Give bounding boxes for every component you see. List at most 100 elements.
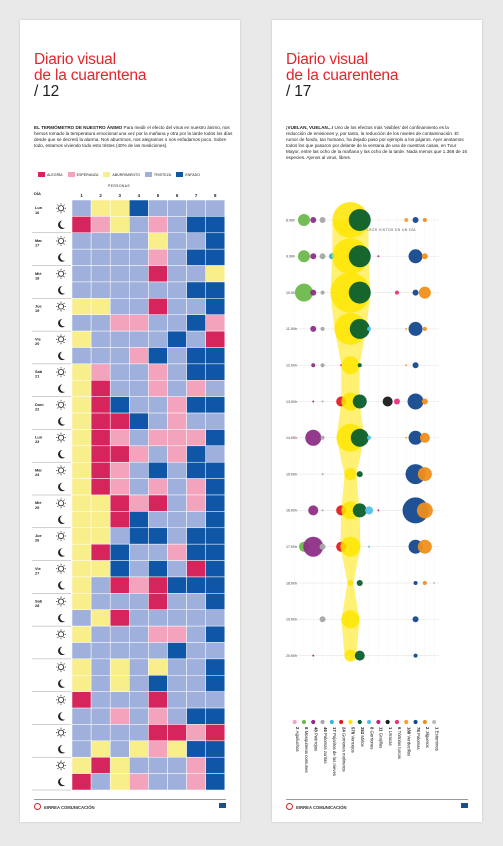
species-label: 24 Gorriones molineros bbox=[341, 727, 346, 772]
bubble-point bbox=[412, 362, 419, 369]
mood-cell bbox=[148, 461, 168, 479]
bubble-point bbox=[294, 283, 313, 302]
title-line-1: Diario visual bbox=[34, 51, 116, 68]
mood-cell bbox=[186, 314, 206, 332]
mood-cell bbox=[167, 494, 187, 512]
mood-cell bbox=[167, 593, 187, 610]
species-label: 48 Petirrojos bbox=[313, 727, 318, 751]
bubble-point bbox=[422, 218, 427, 222]
mood-cell bbox=[71, 347, 92, 365]
mood-cell bbox=[109, 396, 130, 414]
species-legend-dot bbox=[413, 719, 418, 725]
mood-cell bbox=[109, 642, 130, 660]
species-label: 78 Palomas bbox=[416, 727, 421, 750]
bubble-point bbox=[421, 253, 428, 260]
species-name: Verdecillos bbox=[406, 735, 411, 756]
moon-icon bbox=[58, 613, 66, 623]
mood-cell bbox=[205, 642, 226, 660]
moon-icon bbox=[58, 745, 66, 754]
mood-cell bbox=[186, 363, 206, 381]
mood-cell bbox=[148, 724, 168, 742]
mood-cell bbox=[90, 199, 111, 217]
species-total: 11 bbox=[379, 727, 384, 733]
mood-cell bbox=[90, 298, 111, 315]
legend-swatch bbox=[67, 172, 75, 177]
species-total: 8 bbox=[369, 727, 374, 731]
bubble-point bbox=[382, 396, 393, 407]
mood-cell bbox=[148, 691, 168, 709]
mood-cell bbox=[167, 511, 187, 529]
mood-cell bbox=[71, 429, 92, 447]
mood-cell bbox=[205, 527, 226, 545]
species-label: 188 Verdecillos bbox=[406, 727, 411, 756]
mood-cell bbox=[109, 314, 130, 332]
mood-cell bbox=[167, 461, 187, 479]
mood-cell bbox=[129, 363, 149, 381]
bubble-point bbox=[320, 290, 325, 295]
mood-cell bbox=[71, 281, 92, 299]
day-label: Vie 27 bbox=[35, 566, 42, 576]
mood-cell bbox=[129, 232, 149, 250]
species-name: Mirlos bbox=[360, 735, 365, 746]
mood-cell bbox=[148, 429, 168, 447]
mood-cell bbox=[205, 396, 226, 414]
hour-tick-label: 17.00h bbox=[286, 545, 297, 549]
legend-label: ALEGRÍA bbox=[47, 173, 63, 177]
mood-cell bbox=[148, 478, 168, 496]
mood-cell bbox=[109, 756, 130, 774]
mood-cell bbox=[71, 199, 92, 217]
bubble-point bbox=[348, 281, 371, 304]
species-label: 8 Gorriones bbox=[369, 727, 374, 749]
species-name: Palomas bbox=[416, 733, 421, 750]
day-label: Mié 25 bbox=[35, 500, 42, 510]
day-label: Mar 24 bbox=[35, 467, 42, 477]
mood-cell bbox=[129, 478, 149, 496]
moon-icon bbox=[58, 417, 66, 426]
mood-cell bbox=[167, 756, 187, 774]
bubble-point bbox=[320, 363, 325, 368]
mood-cell bbox=[109, 560, 130, 578]
mood-cell bbox=[90, 216, 111, 234]
mood-cell bbox=[167, 576, 187, 594]
mood-cell bbox=[90, 576, 111, 594]
personas-title: PERSONAS bbox=[108, 184, 131, 188]
mood-cell bbox=[205, 756, 226, 774]
hour-tick-label: 10.00h bbox=[286, 291, 297, 295]
mood-cell bbox=[71, 609, 92, 627]
mood-cell bbox=[148, 281, 168, 299]
legend-swatch bbox=[176, 172, 184, 177]
mood-cell bbox=[186, 445, 206, 463]
species-label: 578 Vencejos bbox=[351, 727, 356, 753]
mood-cell bbox=[186, 527, 206, 545]
mood-cell bbox=[71, 412, 92, 430]
mood-cell bbox=[71, 232, 92, 250]
mood-cell bbox=[167, 199, 187, 217]
mood-cell bbox=[90, 265, 111, 283]
bubble-point bbox=[421, 398, 428, 405]
mood-cell bbox=[167, 363, 187, 381]
mood-cell bbox=[167, 380, 187, 397]
brand-logo-icon bbox=[461, 803, 468, 808]
mood-cell bbox=[109, 543, 130, 561]
person-number: 3 bbox=[119, 193, 122, 198]
mood-cell bbox=[90, 494, 111, 512]
mood-cell bbox=[129, 642, 149, 660]
mood-cell bbox=[186, 658, 206, 676]
hour-tick-label: 20.00h bbox=[286, 654, 297, 658]
moon-icon bbox=[58, 351, 66, 361]
sun-icon bbox=[56, 235, 66, 246]
sun-icon bbox=[56, 629, 66, 640]
mood-cell bbox=[109, 298, 130, 315]
mood-cell bbox=[205, 412, 226, 430]
mood-cell bbox=[167, 445, 187, 463]
mood-cell bbox=[186, 248, 206, 266]
bubble-point bbox=[354, 650, 365, 661]
bubble-point bbox=[418, 286, 431, 299]
mood-cell bbox=[109, 691, 130, 709]
sun-icon bbox=[56, 334, 66, 345]
mood-cell bbox=[167, 232, 187, 250]
bubble-point bbox=[319, 543, 326, 550]
mood-cell bbox=[109, 199, 130, 217]
sun-icon bbox=[56, 760, 66, 771]
mood-cell bbox=[129, 412, 149, 430]
